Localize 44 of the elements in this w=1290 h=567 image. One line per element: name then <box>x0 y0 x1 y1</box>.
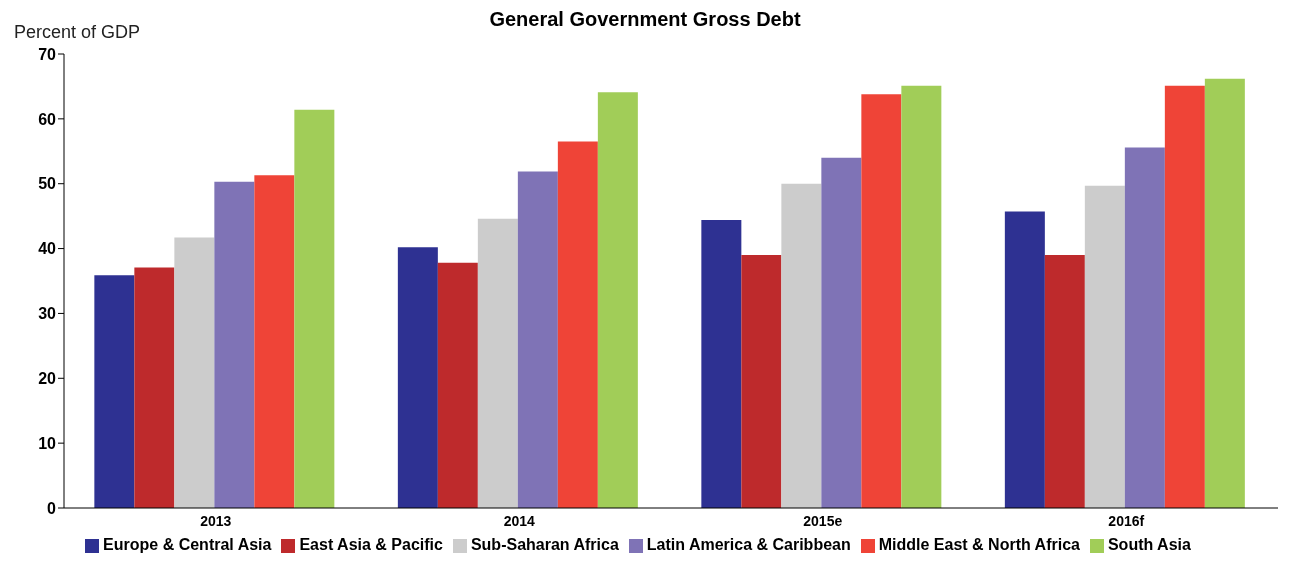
legend-label: Sub-Saharan Africa <box>470 536 619 553</box>
bar <box>1004 211 1045 508</box>
bar <box>701 220 742 508</box>
y-tick-label: 40 <box>38 240 57 258</box>
bar <box>1204 78 1245 508</box>
bar <box>597 92 638 508</box>
bar <box>821 157 862 508</box>
y-tick-label: 0 <box>47 499 57 517</box>
x-tick-label: 2013 <box>200 512 232 529</box>
x-tick-label: 2016f <box>1108 512 1145 529</box>
bar <box>1044 255 1085 508</box>
y-tick-label: 70 <box>38 45 57 63</box>
bar <box>901 85 942 508</box>
legend-label: East Asia & Pacific <box>299 536 443 553</box>
bar <box>1124 147 1165 508</box>
bar <box>781 183 822 508</box>
bar <box>1084 185 1125 508</box>
y-tick-label: 60 <box>38 110 57 128</box>
bar <box>741 255 782 508</box>
bar <box>437 262 478 508</box>
bar <box>517 171 558 508</box>
bar <box>174 237 215 508</box>
legend-label: Latin America & Caribbean <box>646 536 851 553</box>
y-tick-label: 30 <box>38 305 57 323</box>
bar <box>477 218 518 508</box>
bar <box>214 181 255 508</box>
bar <box>557 141 598 508</box>
legend-label: Europe & Central Asia <box>103 536 272 553</box>
bar <box>397 247 438 508</box>
legend-label: South Asia <box>1107 536 1191 553</box>
bar <box>861 94 902 508</box>
bar <box>254 175 295 508</box>
y-tick-label: 10 <box>38 434 57 452</box>
bar <box>94 275 135 508</box>
chart-title: General Government Gross Debt <box>489 8 801 30</box>
x-tick-label: 2015e <box>803 512 843 529</box>
bar <box>294 109 335 508</box>
legend-label: Middle East & North Africa <box>878 536 1080 553</box>
y-tick-label: 20 <box>38 369 57 387</box>
bar <box>1164 85 1205 508</box>
y-axis-title: Percent of GDP <box>14 22 141 43</box>
x-tick-label: 2014 <box>503 512 536 529</box>
bar <box>134 267 175 508</box>
y-tick-label: 50 <box>38 175 57 193</box>
